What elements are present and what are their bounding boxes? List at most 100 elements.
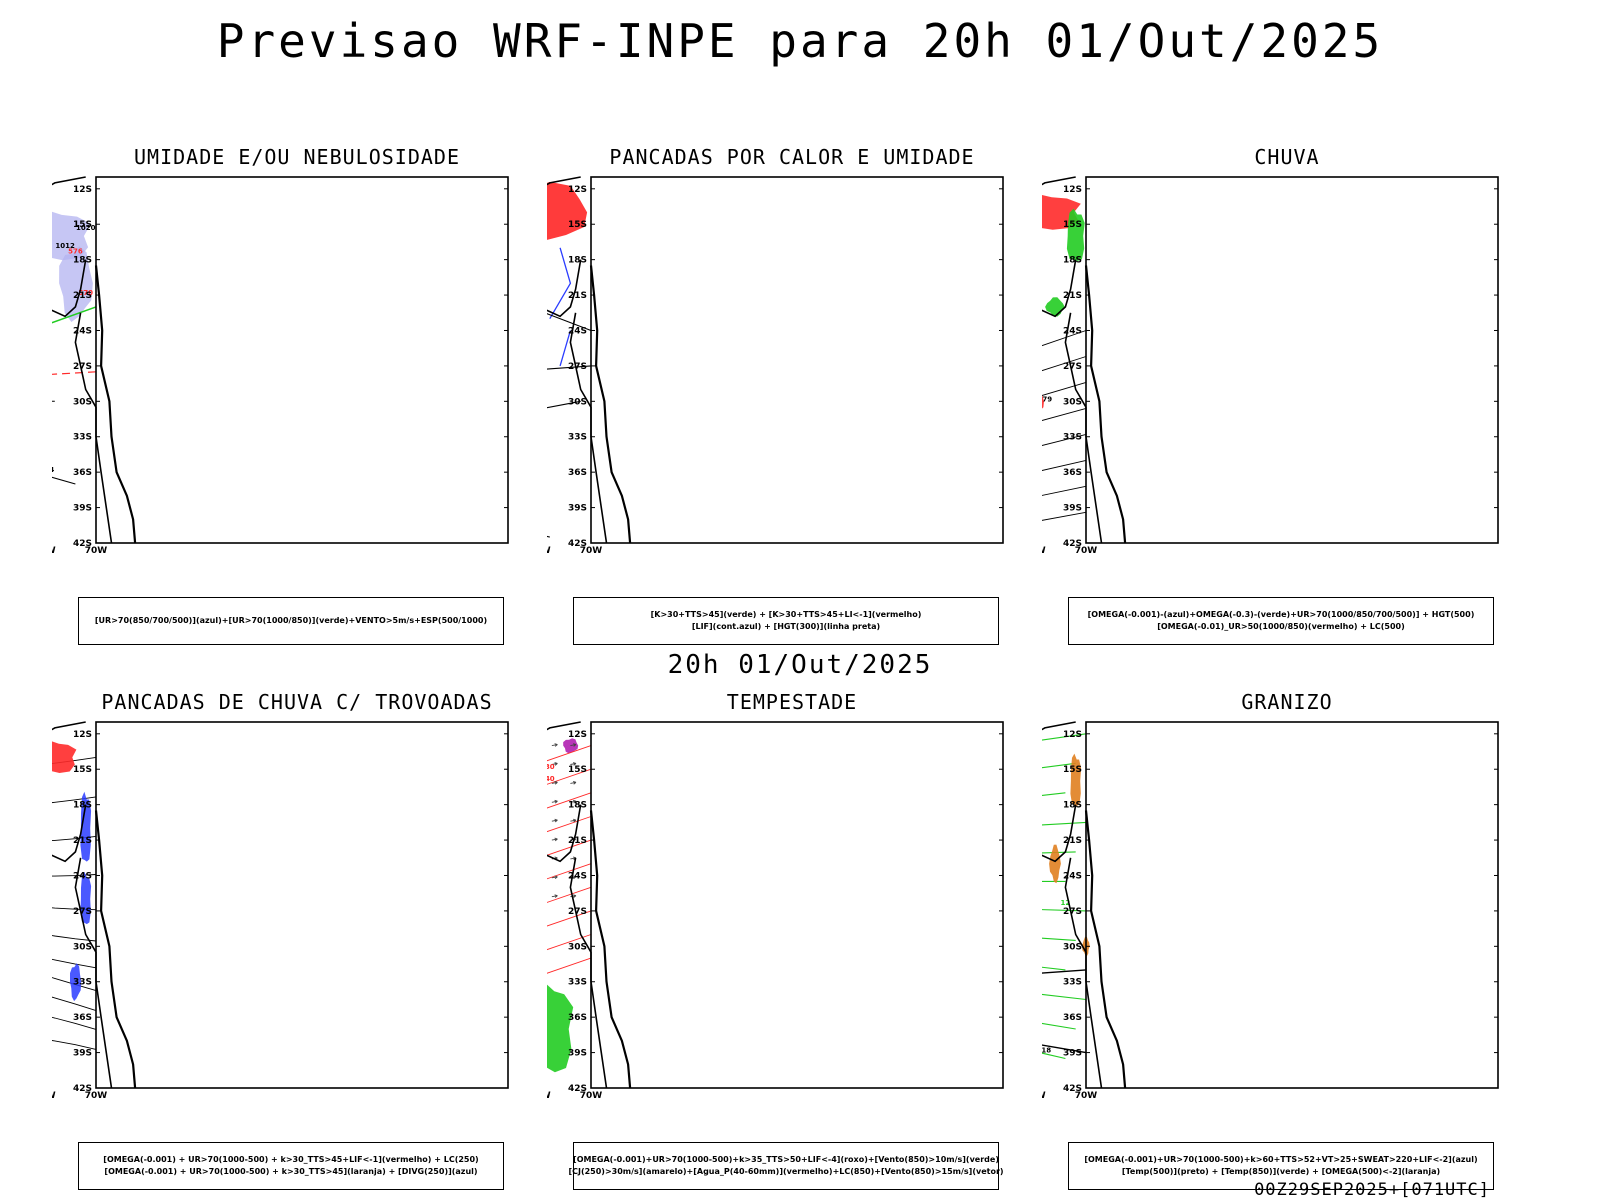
panel-legend: [K>30+TTS>45](verde) + [K>30+TTS>45+LI<-… xyxy=(573,597,999,645)
lat-tick-label: 33S xyxy=(1063,978,1082,988)
lat-tick-label: 18S xyxy=(1063,256,1082,266)
temperature-850-contour xyxy=(1042,937,1076,941)
contour-label: 570 xyxy=(78,289,93,297)
wind-vector xyxy=(570,799,577,804)
legend-line-2: [OMEGA(-0.01)_UR>50(1000/850)(vermelho) … xyxy=(1157,622,1405,631)
lat-tick-label: 18S xyxy=(568,256,587,266)
contour-label: 579 xyxy=(1042,395,1052,403)
lat-tick-label: 42S xyxy=(1063,539,1082,549)
wind-vector xyxy=(551,894,558,898)
lat-tick-label: 24S xyxy=(568,871,587,881)
geopotential-500-contour xyxy=(1042,433,1087,446)
contour-label: 1024 xyxy=(52,466,54,474)
pressure-isobar xyxy=(52,476,76,485)
legend-line-2: [OMEGA(-0.001) + UR>70(1000-500) + k>30_… xyxy=(104,1167,478,1176)
coastline-west xyxy=(94,810,137,1089)
panel-granizo: GRANIZO 12-12-15-15-18-181212S15S18S21S2… xyxy=(1042,690,1532,1190)
lat-tick-label: 36S xyxy=(568,1013,587,1023)
contour-label: 1012 xyxy=(55,242,75,250)
lat-tick-label: 30S xyxy=(73,397,92,407)
lat-tick-label: 36S xyxy=(73,468,92,478)
lat-tick-label: 36S xyxy=(73,1013,92,1023)
lat-tick-label: 42S xyxy=(1063,1084,1082,1094)
panel-title: TEMPESTADE xyxy=(726,690,858,714)
map-frame xyxy=(590,721,1004,1089)
lat-tick-label: 15S xyxy=(568,220,587,230)
map-frame xyxy=(95,176,509,544)
lat-tick-label: 36S xyxy=(1063,1013,1082,1023)
panel-legend: [OMEGA(-0.001)-(azul)+OMEGA(-0.3)-(verde… xyxy=(1068,597,1494,645)
map-granizo: 12-12-15-15-18-181212S15S18S21S24S27S30S… xyxy=(1042,721,1499,1101)
coastline-west xyxy=(94,265,137,544)
lat-tick-label: 27S xyxy=(73,907,92,917)
lat-tick-label: 18S xyxy=(73,801,92,811)
lat-tick-label: 15S xyxy=(1063,765,1082,775)
legend-line-1: [OMEGA(-0.001) + UR>70(1000-500) + k>30_… xyxy=(103,1155,479,1164)
lat-tick-label: 27S xyxy=(1063,362,1082,372)
rain-area xyxy=(1042,394,1044,409)
temperature-850-contour xyxy=(1042,993,1087,1001)
lat-tick-label: 42S xyxy=(568,1084,587,1094)
rain-green-area xyxy=(1066,208,1085,261)
lat-tick-label: 15S xyxy=(73,765,92,775)
legend-line-1: [UR>70(850/700/500)](azul)+[UR>70(1000/8… xyxy=(94,616,488,625)
lat-tick-label: 33S xyxy=(73,978,92,988)
lon-tick-label: 70W xyxy=(580,546,603,556)
map-frame xyxy=(95,721,509,1089)
lon-tick-label: 70W xyxy=(580,1091,603,1101)
map-frame xyxy=(1085,176,1499,544)
wind-vector xyxy=(570,894,577,898)
wind-vector xyxy=(570,818,577,823)
lat-tick-label: 39S xyxy=(568,1049,587,1059)
lat-tick-label: 12S xyxy=(1063,730,1082,740)
wind-vector xyxy=(551,743,558,747)
map-pancadas-calor: 9600952094409360952094409600960012S15S18… xyxy=(547,176,1004,556)
lat-tick-label: 39S xyxy=(73,504,92,514)
lat-tick-label: 39S xyxy=(1063,504,1082,514)
panel-title: UMIDADE E/OU NEBULOSIDADE xyxy=(133,145,461,169)
wind-vector xyxy=(551,762,558,766)
lat-tick-label: 12S xyxy=(568,730,587,740)
legend-line-1: [OMEGA(-0.001)-(azul)+OMEGA(-0.3)-(verde… xyxy=(1087,610,1475,619)
political-border xyxy=(52,259,87,318)
lat-tick-label: 30S xyxy=(568,942,587,952)
lat-tick-label: 33S xyxy=(1063,433,1082,443)
panel-legend: [UR>70(850/700/500)](azul)+[UR>70(1000/8… xyxy=(78,597,504,645)
political-border xyxy=(1042,259,1077,318)
divergence-area xyxy=(70,963,82,1002)
lat-tick-label: 21S xyxy=(1063,836,1082,846)
temperature-850-contour xyxy=(1042,1052,1066,1060)
lon-tick-label: 65W xyxy=(1042,546,1046,556)
panel-pancadas-trovoadas: PANCADAS DE CHUVA C/ TROVOADAS 12S 15S 18S… xyxy=(52,690,542,1190)
coastline-west xyxy=(1084,810,1127,1089)
lat-tick-label: 42S xyxy=(73,1084,92,1094)
map-background xyxy=(591,177,1003,543)
lat-tick-label: 12S xyxy=(568,185,587,195)
map-background xyxy=(1086,722,1498,1088)
panel-tempestade: TEMPESTADE 30403012S15S18S21S24S27S30S33… xyxy=(547,690,1037,1190)
political-border xyxy=(547,259,582,318)
political-border xyxy=(1042,804,1077,863)
omega-area xyxy=(1070,753,1082,806)
panel-umidade: UMIDADE E/OU NEBULOSIDADE 10161020101210… xyxy=(52,145,542,645)
heat-shower-area xyxy=(547,181,588,240)
streamline xyxy=(52,1040,97,1050)
panel-legend: [OMEGA(-0.001)+UR>70(1000-500)+k>60+TTS>… xyxy=(1068,1142,1494,1190)
lat-tick-label: 24S xyxy=(73,326,92,336)
map-background xyxy=(1086,177,1498,543)
lat-tick-label: 21S xyxy=(568,291,587,301)
lat-tick-label: 15S xyxy=(568,765,587,775)
lat-tick-label: 24S xyxy=(1063,326,1082,336)
lat-tick-label: 33S xyxy=(73,433,92,443)
panel-title: PANCADAS DE CHUVA C/ TROVOADAS xyxy=(101,690,493,714)
lon-tick-label: 65W xyxy=(1042,1091,1046,1101)
divergence-area xyxy=(80,871,92,925)
legend-line-1: [OMEGA(-0.001)+UR>70(1000-500)+k>60+TTS>… xyxy=(1084,1155,1478,1164)
lat-tick-label: 39S xyxy=(568,504,587,514)
lat-tick-label: 39S xyxy=(73,1049,92,1059)
lat-tick-label: 21S xyxy=(1063,291,1082,301)
map-frame xyxy=(590,176,1004,544)
lat-tick-label: 18S xyxy=(568,801,587,811)
map-background xyxy=(96,177,508,543)
lat-tick-label: 24S xyxy=(568,326,587,336)
